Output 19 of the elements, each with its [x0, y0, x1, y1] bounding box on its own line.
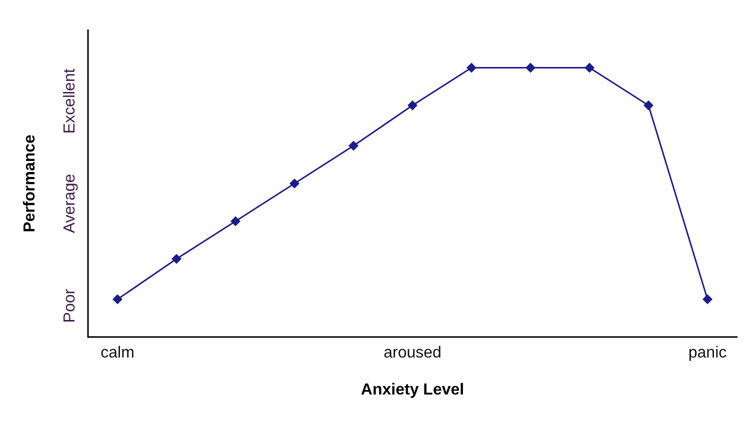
point	[348, 140, 358, 151]
x-tick-label: calm	[100, 344, 134, 362]
text: Poor	[62, 288, 78, 323]
point	[526, 62, 536, 73]
point	[230, 216, 240, 226]
y-axis-title: Performance	[22, 134, 38, 232]
x-tick-label: aroused	[384, 344, 442, 362]
point	[584, 62, 594, 73]
point	[112, 294, 122, 304]
point	[290, 178, 300, 188]
point	[172, 254, 182, 264]
x-tick-label: panic	[688, 344, 727, 362]
text: Average	[62, 174, 78, 234]
point	[466, 62, 476, 73]
point	[702, 294, 712, 304]
point	[408, 100, 418, 110]
point	[644, 100, 654, 110]
x-axis-title: Anxiety Level	[360, 382, 464, 398]
text: Excellent	[62, 68, 78, 134]
